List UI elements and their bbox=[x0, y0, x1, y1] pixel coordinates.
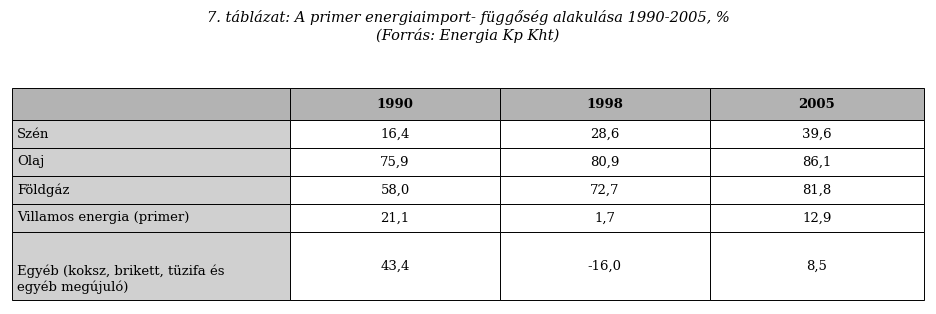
Text: 86,1: 86,1 bbox=[802, 155, 831, 169]
Text: 72,7: 72,7 bbox=[590, 183, 620, 197]
Bar bbox=[709, 232, 924, 300]
Bar bbox=[500, 232, 709, 300]
Bar bbox=[12, 148, 290, 176]
Text: 28,6: 28,6 bbox=[590, 127, 620, 140]
Bar bbox=[290, 204, 500, 232]
Bar bbox=[290, 176, 500, 204]
Text: 1998: 1998 bbox=[586, 98, 623, 111]
Bar bbox=[709, 204, 924, 232]
Text: 39,6: 39,6 bbox=[802, 127, 832, 140]
Bar bbox=[500, 148, 709, 176]
Text: Földgáz: Földgáz bbox=[17, 183, 69, 197]
Bar bbox=[290, 88, 500, 120]
Text: 12,9: 12,9 bbox=[802, 212, 831, 225]
Text: -16,0: -16,0 bbox=[588, 259, 622, 273]
Text: 8,5: 8,5 bbox=[807, 259, 827, 273]
Bar bbox=[12, 120, 290, 148]
Bar bbox=[500, 120, 709, 148]
Bar bbox=[500, 204, 709, 232]
Bar bbox=[500, 176, 709, 204]
Text: 43,4: 43,4 bbox=[380, 259, 410, 273]
Text: 1990: 1990 bbox=[376, 98, 414, 111]
Text: 58,0: 58,0 bbox=[380, 183, 410, 197]
Text: 2005: 2005 bbox=[798, 98, 835, 111]
Bar bbox=[709, 148, 924, 176]
Text: 1,7: 1,7 bbox=[594, 212, 615, 225]
Bar bbox=[709, 120, 924, 148]
Text: (Forrás: Energia Kp Kht): (Forrás: Energia Kp Kht) bbox=[376, 28, 560, 43]
Text: 21,1: 21,1 bbox=[380, 212, 410, 225]
Bar bbox=[12, 232, 290, 300]
Bar bbox=[290, 148, 500, 176]
Bar bbox=[500, 88, 709, 120]
Bar bbox=[12, 88, 290, 120]
Bar bbox=[290, 120, 500, 148]
Text: 80,9: 80,9 bbox=[590, 155, 620, 169]
Bar bbox=[709, 88, 924, 120]
Text: 81,8: 81,8 bbox=[802, 183, 831, 197]
Text: 75,9: 75,9 bbox=[380, 155, 410, 169]
Bar bbox=[709, 176, 924, 204]
Bar bbox=[290, 232, 500, 300]
Bar bbox=[12, 176, 290, 204]
Text: Szén: Szén bbox=[17, 127, 50, 140]
Text: Olaj: Olaj bbox=[17, 155, 44, 169]
Bar bbox=[12, 204, 290, 232]
Text: Egyéb (koksz, brikett, tüzifa és
egyéb megújuló): Egyéb (koksz, brikett, tüzifa és egyéb m… bbox=[17, 265, 225, 294]
Text: 7. táblázat: A primer energiaimport- függőség alakulása 1990-2005, %: 7. táblázat: A primer energiaimport- füg… bbox=[207, 10, 729, 25]
Text: 16,4: 16,4 bbox=[380, 127, 410, 140]
Text: Villamos energia (primer): Villamos energia (primer) bbox=[17, 212, 189, 225]
